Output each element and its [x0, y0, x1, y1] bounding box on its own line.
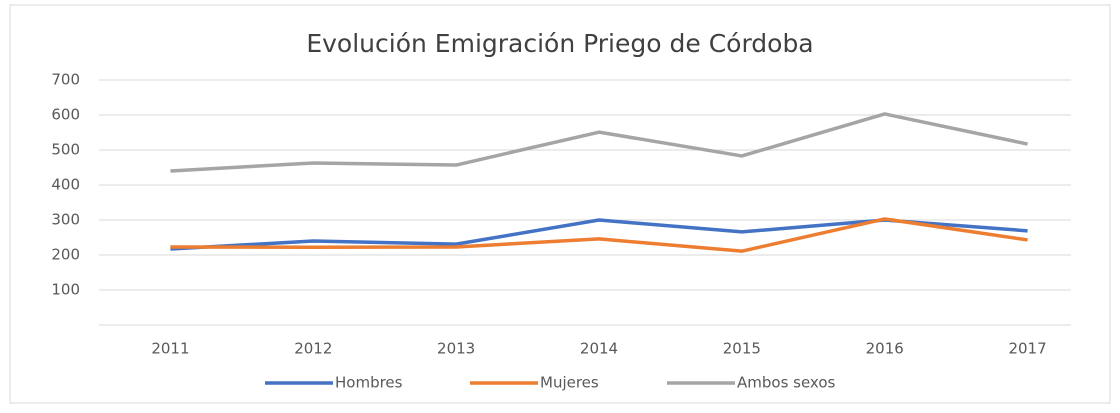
y-tick-label: 500 [51, 141, 80, 159]
y-tick-label: 200 [51, 246, 80, 264]
x-tick-label: 2017 [1008, 340, 1046, 358]
x-tick-label: 2011 [151, 340, 189, 358]
x-tick-label: 2012 [294, 340, 332, 358]
line-series [170, 217, 1028, 253]
legend-label: Mujeres [540, 374, 599, 392]
chart-title: Evolución Emigración Priego de Córdoba [306, 29, 813, 58]
chart-frame [9, 4, 1111, 404]
line-series [170, 112, 1028, 173]
y-tick-label: 400 [51, 176, 80, 194]
x-tick-label: 2016 [866, 340, 904, 358]
legend-label: Hombres [335, 374, 403, 392]
y-tick-label: 300 [51, 211, 80, 229]
y-tick-label: 100 [51, 281, 80, 299]
legend-label: Ambos sexos [737, 374, 836, 392]
x-tick-label: 2014 [580, 340, 618, 358]
x-tick-label: 2015 [723, 340, 761, 358]
x-tick-label: 2013 [437, 340, 475, 358]
y-tick-label: 700 [51, 71, 80, 89]
y-tick-label: 600 [51, 106, 80, 124]
